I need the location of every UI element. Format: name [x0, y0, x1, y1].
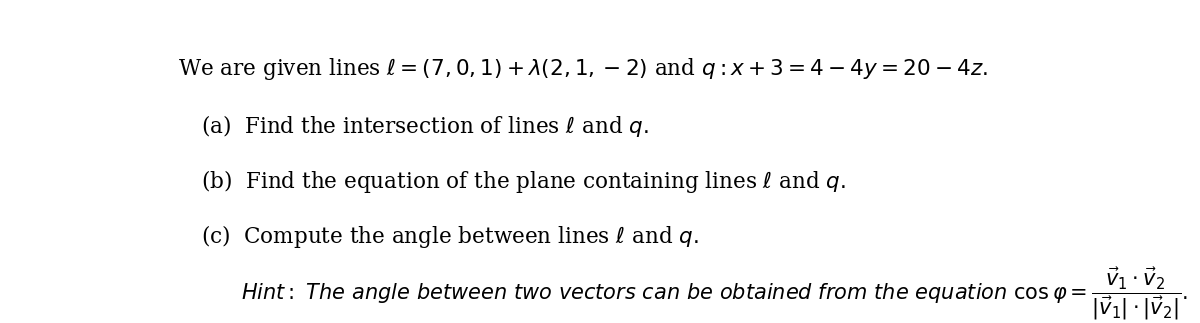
Text: We are given lines $\ell = (7, 0, 1) + \lambda(2, 1, -2)$ and $q : x + 3 = 4 - 4: We are given lines $\ell = (7, 0, 1) + \…	[178, 56, 988, 82]
Text: (a)  Find the intersection of lines $\ell$ and $q.$: (a) Find the intersection of lines $\ell…	[202, 113, 649, 139]
Text: (c)  Compute the angle between lines $\ell$ and $q.$: (c) Compute the angle between lines $\el…	[202, 223, 700, 250]
Text: (b)  Find the equation of the plane containing lines $\ell$ and $q.$: (b) Find the equation of the plane conta…	[202, 168, 846, 195]
Text: $\mathit{Hint{:}\ The\ angle\ between\ two\ vectors\ can\ be\ obtained\ from\ th: $\mathit{Hint{:}\ The\ angle\ between\ t…	[241, 265, 1188, 322]
